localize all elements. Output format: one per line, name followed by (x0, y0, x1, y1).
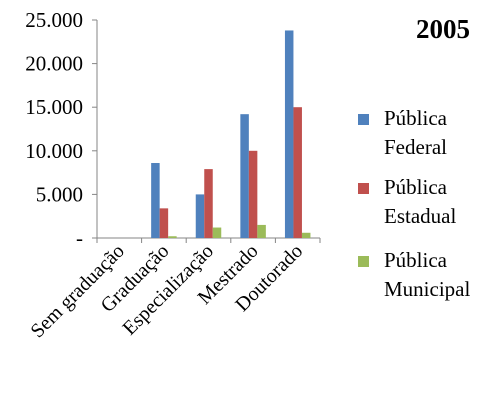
legend-label: Pública Estadual (384, 175, 456, 228)
bar-publica-municipal-5 (301, 232, 311, 238)
bar-publica-estadual-3 (204, 169, 213, 238)
y-tick-label: 10.000 (25, 139, 83, 163)
bar-publica-estadual-5 (293, 107, 302, 238)
bar-publica-federal-3 (195, 194, 205, 238)
y-tick-label: 5.000 (36, 182, 83, 206)
legend-swatch (358, 114, 369, 125)
y-tick-labels: - 5.000 10.000 15.000 20.000 25.000 (25, 8, 83, 250)
bar-publica-estadual-2 (159, 208, 169, 238)
chart-title: 2005 (416, 14, 470, 44)
bar-publica-municipal-4 (257, 224, 266, 238)
legend-label: Pública Municipal (384, 248, 470, 301)
bars (151, 30, 311, 238)
y-tick-label: 20.000 (25, 52, 83, 76)
bar-publica-municipal-3 (212, 227, 222, 238)
bar-publica-federal-5 (284, 30, 294, 238)
bar-publica-municipal-2 (168, 236, 177, 238)
y-tick-label: - (76, 226, 83, 250)
bar-publica-federal-4 (240, 114, 249, 238)
legend-swatch (358, 256, 369, 267)
legend-swatch (358, 183, 369, 194)
legend-label: Pública Federal (384, 106, 448, 159)
y-tick-label: 15.000 (25, 95, 83, 119)
bar-publica-federal-2 (151, 163, 160, 238)
axes (92, 19, 321, 243)
legend: Pública Federal Pública Estadual Pública Muni… (358, 106, 470, 301)
x-tick-labels: Sem graduaçãoGraduaçãoEspecializaçãoMest… (26, 240, 307, 342)
bar-publica-estadual-4 (248, 150, 258, 238)
y-tick-label: 25.000 (25, 8, 83, 32)
